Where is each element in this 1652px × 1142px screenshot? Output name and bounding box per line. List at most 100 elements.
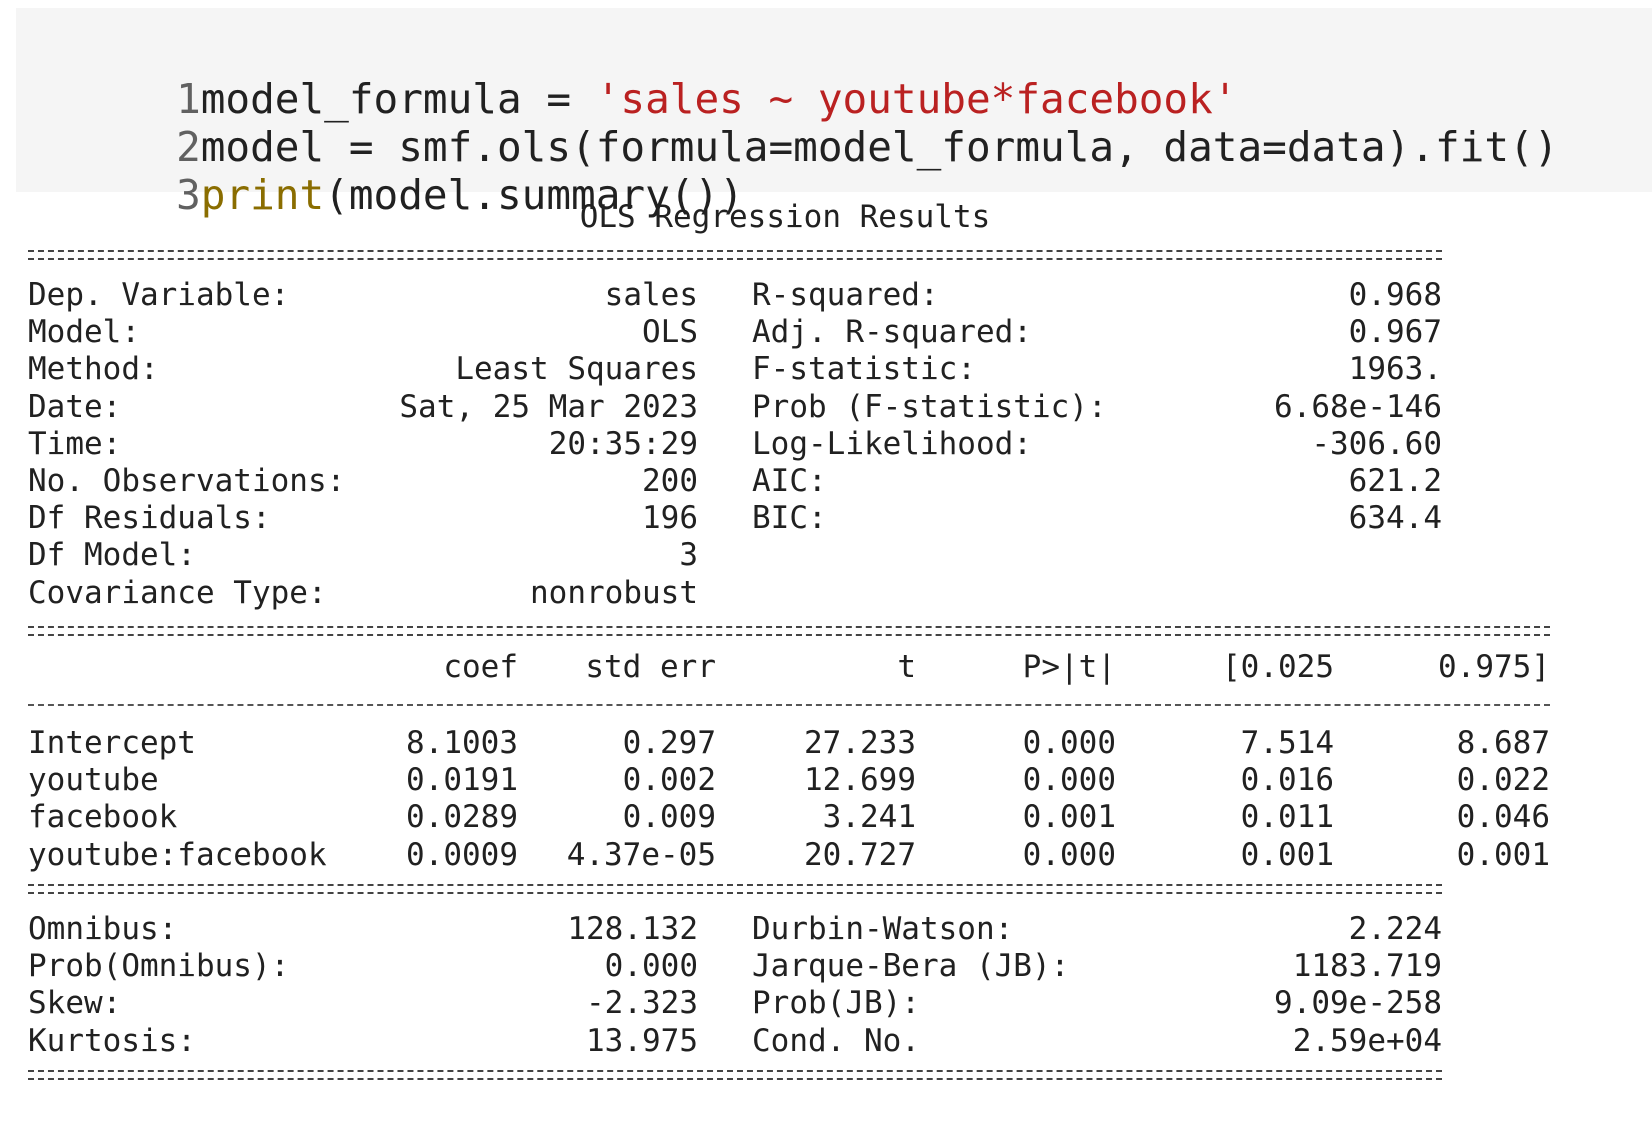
- stat-value: 621.2: [1348, 463, 1442, 499]
- table-cell: 8.1003: [406, 725, 518, 761]
- table-cell: 0.016: [1240, 762, 1334, 799]
- table-cell: 4.37e-05: [566, 836, 716, 873]
- stat-label: Dep. Variable:: [28, 277, 290, 313]
- stat-value: 1183.719: [1292, 948, 1442, 985]
- stat-value: 0.967: [1348, 314, 1442, 351]
- stat-label: Durbin-Watson:: [752, 911, 1014, 947]
- stat-label: Time:: [28, 425, 122, 462]
- table-header: [0.025: [1222, 649, 1334, 685]
- stat-value: 128.132: [567, 911, 698, 947]
- stat-value: 1963.: [1348, 351, 1442, 388]
- stat-label: Skew:: [28, 985, 122, 1022]
- stat-label: Model:: [28, 314, 140, 351]
- code-text: model_formula =: [200, 75, 596, 123]
- table-cell: 0.001: [1456, 836, 1550, 873]
- stat-value: 2.59e+04: [1292, 1022, 1442, 1059]
- stat-value: sales: [604, 277, 698, 313]
- table-header: 0.975]: [1438, 649, 1550, 685]
- table-cell: 8.687: [1456, 725, 1550, 761]
- separator-rule: [28, 884, 1442, 894]
- stat-label: Method:: [28, 351, 159, 388]
- stat-value: nonrobust: [530, 574, 698, 611]
- code-string: 'sales ~ youtube*facebook': [595, 75, 1238, 123]
- table-cell: 0.002: [622, 762, 716, 799]
- stat-value: 3: [679, 537, 698, 574]
- stat-label: Df Model:: [28, 537, 196, 574]
- summary-title: OLS Regression Results: [579, 199, 991, 235]
- table-cell: 0.0289: [406, 799, 518, 836]
- code-cell[interactable]: 1model_formula = 'sales ~ youtube*facebo…: [16, 8, 1652, 219]
- table-cell: 0.001: [1240, 836, 1334, 873]
- table-header: std err: [585, 649, 716, 685]
- table-cell: 0.000: [1022, 836, 1116, 873]
- stat-label: Covariance Type:: [28, 574, 327, 611]
- line-number: 2: [176, 123, 201, 171]
- stat-label: Cond. No.: [752, 1022, 920, 1059]
- stat-value: Sat, 25 Mar 2023: [399, 388, 698, 425]
- stat-label: F-statistic:: [752, 351, 976, 388]
- stat-value: 6.68e-146: [1274, 388, 1442, 425]
- stat-value: -306.60: [1311, 425, 1442, 462]
- table-header: P>|t|: [1022, 649, 1116, 685]
- stat-label: Omnibus:: [28, 911, 178, 947]
- stat-value: Least Squares: [455, 351, 698, 388]
- separator-rule: [28, 704, 1550, 706]
- stat-value: 2.224: [1348, 911, 1442, 947]
- code-text: model = smf.ols(formula=model_formula, d…: [200, 123, 1559, 171]
- stat-value: 0.968: [1348, 277, 1442, 313]
- table-header: t: [897, 649, 916, 685]
- table-cell: 0.009: [622, 799, 716, 836]
- stat-label: Jarque-Bera (JB):: [752, 948, 1070, 985]
- separator-rule: [28, 1070, 1442, 1080]
- stat-value: 196: [642, 500, 698, 537]
- table-row-name: youtube:facebook: [28, 836, 327, 873]
- table-cell: 20.727: [804, 836, 916, 873]
- table-cell: 7.514: [1240, 725, 1334, 761]
- stat-value: 13.975: [586, 1022, 698, 1059]
- stat-value: OLS: [642, 314, 698, 351]
- table-cell: 0.297: [622, 725, 716, 761]
- stat-value: 634.4: [1348, 500, 1442, 537]
- code-line-1: 1model_formula = 'sales ~ youtube*facebo…: [16, 24, 1237, 123]
- stat-value: 200: [642, 463, 698, 499]
- stat-label: Df Residuals:: [28, 500, 271, 537]
- table-row-name: facebook: [28, 799, 178, 836]
- stat-label: Prob (F-statistic):: [752, 388, 1107, 425]
- stat-value: 9.09e-258: [1274, 985, 1442, 1022]
- stat-label: Kurtosis:: [28, 1022, 196, 1059]
- code-line-3: 3print(model.summary()): [16, 120, 744, 219]
- table-row-name: Intercept: [28, 725, 196, 761]
- table-cell: 0.022: [1456, 762, 1550, 799]
- separator-rule: [28, 626, 1550, 636]
- stat-value: 0.000: [604, 948, 698, 985]
- stat-label: BIC:: [752, 500, 827, 537]
- stat-value: -2.323: [586, 985, 698, 1022]
- table-cell: 27.233: [804, 725, 916, 761]
- table-cell: 3.241: [822, 799, 916, 836]
- table-cell: 0.011: [1240, 799, 1334, 836]
- code-builtin: print: [200, 171, 325, 219]
- table-header: coef: [443, 649, 518, 685]
- table-cell: 0.000: [1022, 725, 1116, 761]
- stat-label: Date:: [28, 388, 122, 425]
- table-cell: 0.001: [1022, 799, 1116, 836]
- stat-label: Prob(JB):: [752, 985, 920, 1022]
- stat-label: No. Observations:: [28, 463, 346, 499]
- code-text: (model.summary()): [324, 171, 744, 219]
- line-number: 1: [176, 75, 201, 123]
- table-row-name: youtube: [28, 762, 159, 799]
- table-cell: 0.046: [1456, 799, 1550, 836]
- table-cell: 0.0191: [406, 762, 518, 799]
- table-cell: 0.000: [1022, 762, 1116, 799]
- line-number: 3: [176, 171, 201, 219]
- separator-rule: [28, 250, 1442, 260]
- stat-label: Log-Likelihood:: [752, 425, 1032, 462]
- table-cell: 0.0009: [406, 836, 518, 873]
- stat-label: R-squared:: [752, 277, 939, 313]
- stat-value: 20:35:29: [548, 425, 698, 462]
- code-line-2: 2model = smf.ols(formula=model_formula, …: [16, 72, 1558, 171]
- stat-label: AIC:: [752, 463, 827, 499]
- stat-label: Adj. R-squared:: [752, 314, 1032, 351]
- table-cell: 12.699: [804, 762, 916, 799]
- stat-label: Prob(Omnibus):: [28, 948, 290, 985]
